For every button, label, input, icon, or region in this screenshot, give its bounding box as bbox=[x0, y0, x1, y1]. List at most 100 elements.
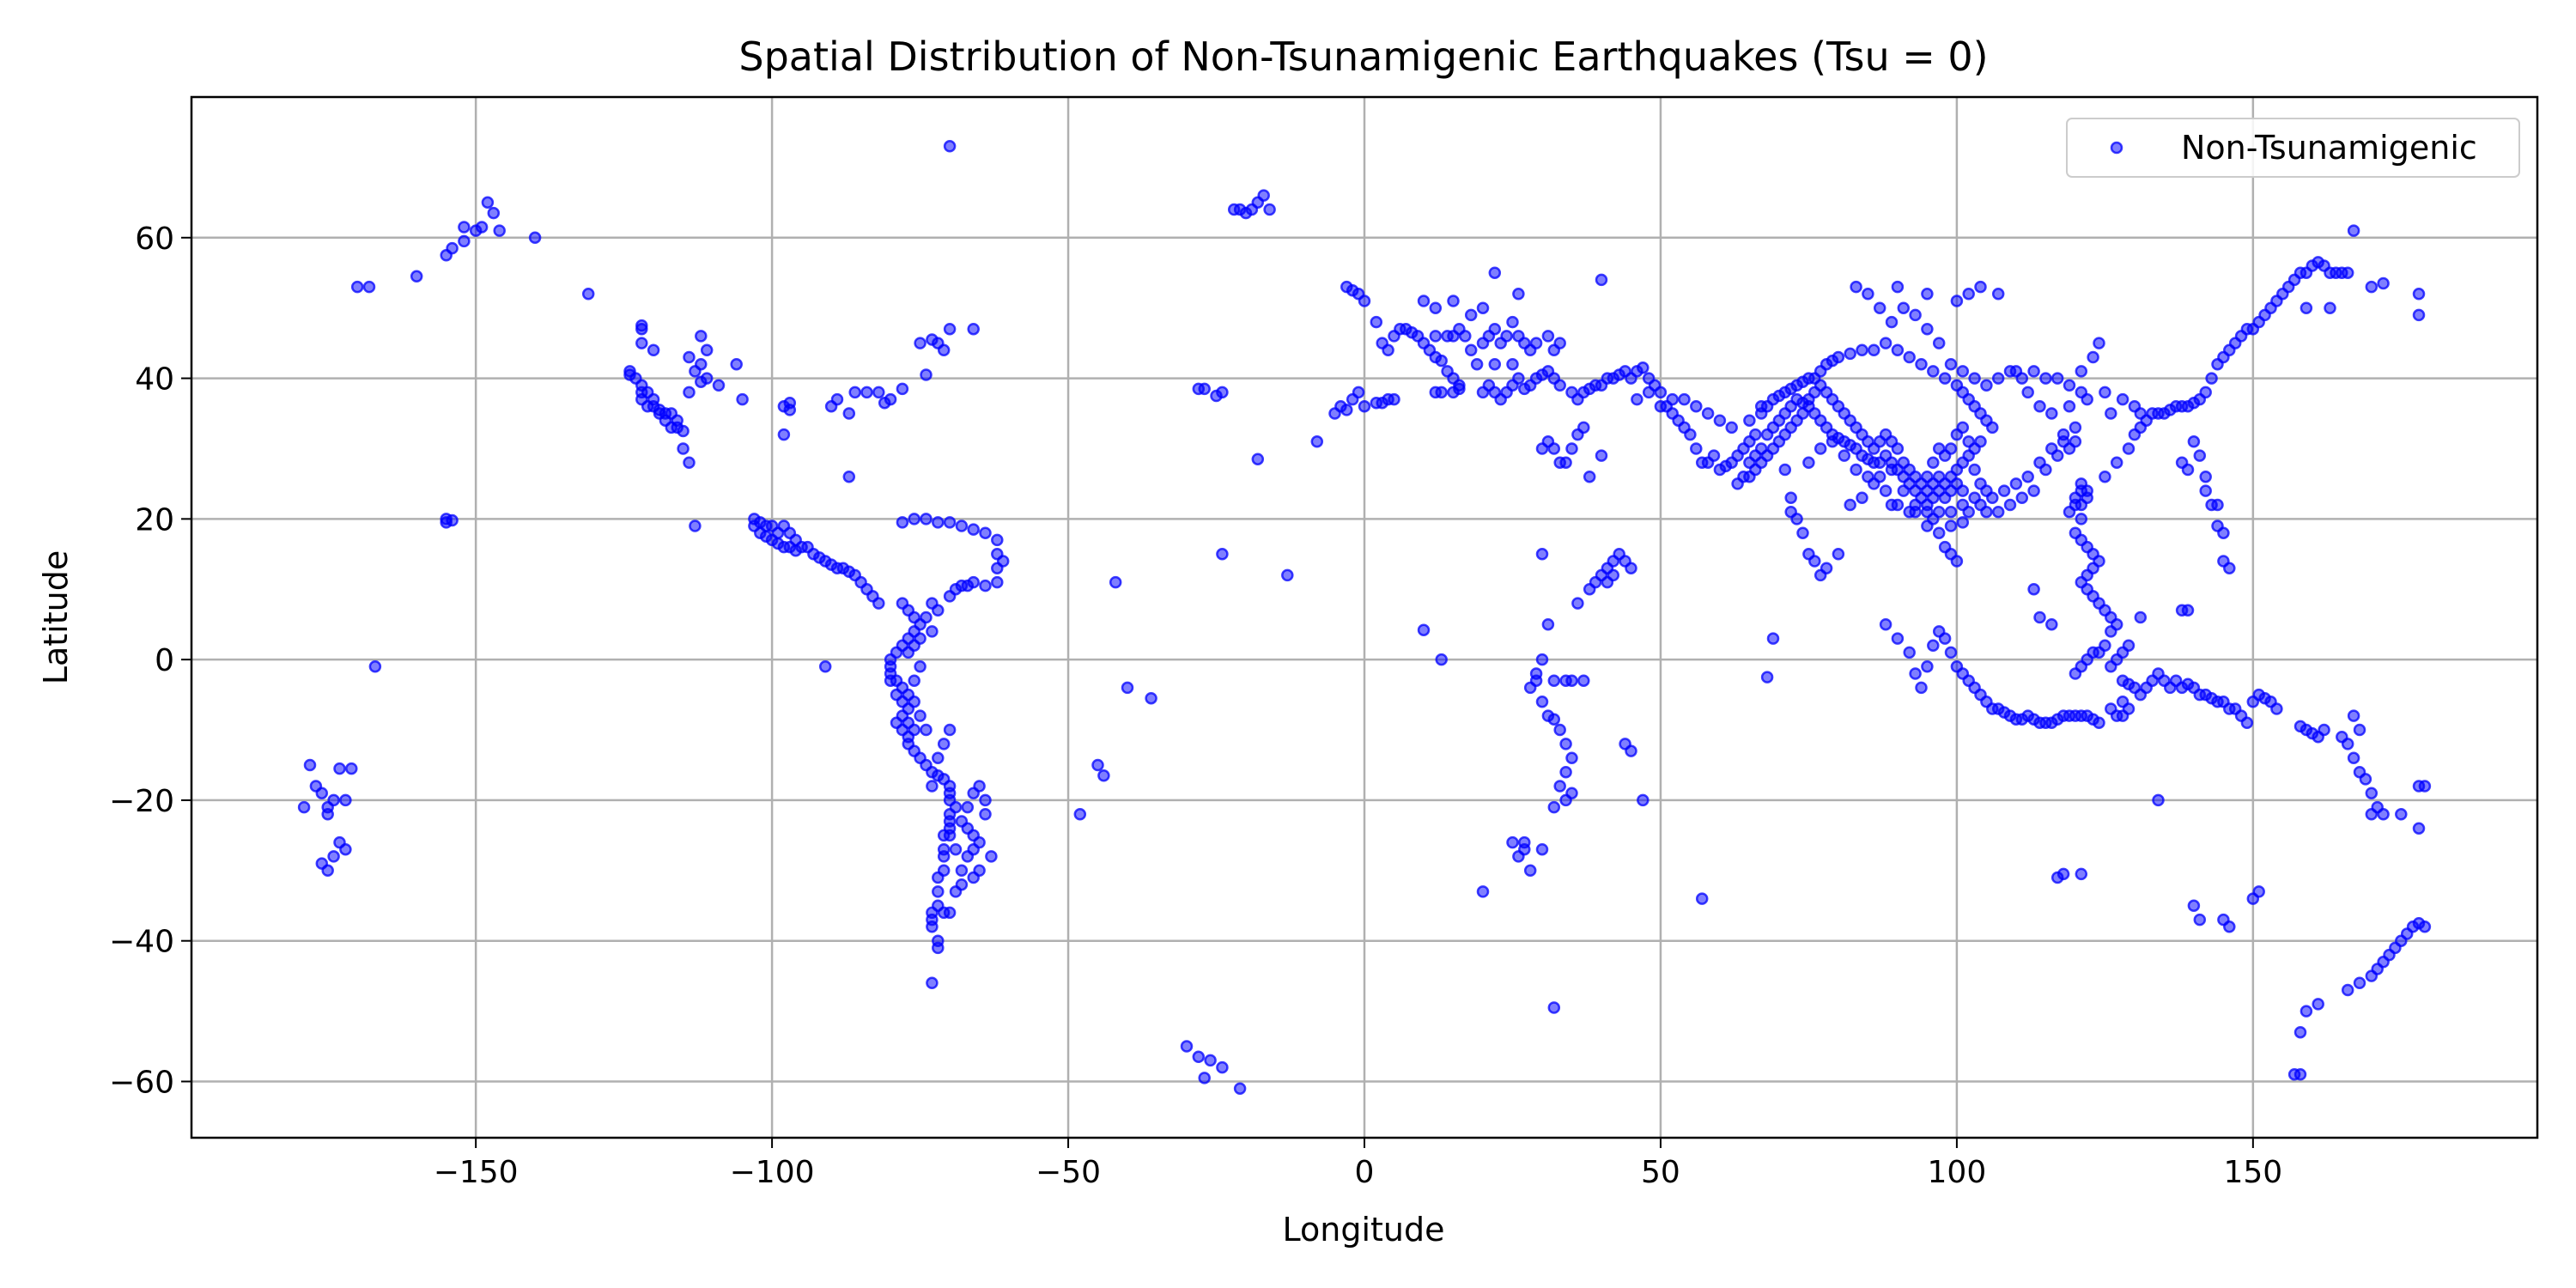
data-point bbox=[647, 392, 660, 406]
data-point bbox=[748, 513, 761, 526]
data-point bbox=[1523, 864, 1537, 878]
data-point bbox=[1695, 892, 1709, 905]
data-point bbox=[2318, 723, 2330, 737]
data-point bbox=[1441, 330, 1454, 343]
data-point bbox=[2341, 738, 2354, 750]
data-point bbox=[1340, 404, 1353, 416]
data-point bbox=[2341, 266, 2354, 279]
data-point bbox=[1559, 765, 1572, 779]
data-point bbox=[932, 871, 945, 884]
data-point bbox=[1198, 1072, 1211, 1084]
data-point bbox=[1814, 442, 1827, 455]
data-point bbox=[2418, 920, 2432, 933]
data-point bbox=[327, 793, 340, 807]
data-point bbox=[783, 396, 797, 410]
data-point bbox=[2359, 773, 2372, 786]
data-point bbox=[1713, 414, 1727, 427]
data-point bbox=[1915, 357, 1928, 371]
data-point bbox=[1429, 330, 1443, 343]
data-point bbox=[2152, 793, 2165, 807]
data-point bbox=[2087, 350, 2099, 364]
data-point bbox=[932, 516, 945, 529]
data-point bbox=[1595, 449, 1608, 462]
data-point bbox=[2300, 301, 2313, 314]
data-point bbox=[2324, 301, 2336, 314]
data-point bbox=[1233, 1082, 1247, 1095]
data-point bbox=[1921, 660, 1934, 673]
data-point bbox=[1488, 266, 1502, 279]
data-point bbox=[2347, 224, 2360, 237]
data-point bbox=[2039, 372, 2052, 385]
data-point bbox=[1826, 435, 1839, 448]
data-point bbox=[1553, 337, 1566, 349]
data-point bbox=[943, 723, 957, 737]
data-point bbox=[2110, 456, 2123, 470]
data-point bbox=[1897, 456, 1911, 470]
data-point bbox=[1944, 519, 1958, 532]
data-point bbox=[2093, 337, 2105, 349]
data-point bbox=[1802, 392, 1815, 406]
data-point bbox=[2181, 604, 2195, 617]
data-point bbox=[908, 513, 920, 526]
data-point bbox=[1506, 315, 1519, 329]
data-point bbox=[1109, 575, 1122, 589]
x-tick-label: 50 bbox=[1641, 1155, 1680, 1190]
data-point bbox=[2412, 288, 2426, 301]
data-point bbox=[2347, 751, 2360, 765]
data-point bbox=[327, 850, 340, 863]
legend: Non-Tsunamigenic bbox=[2066, 118, 2520, 178]
data-point bbox=[1879, 337, 1893, 349]
data-point bbox=[1429, 301, 1443, 314]
data-point bbox=[908, 723, 920, 737]
data-point bbox=[362, 280, 376, 294]
data-point bbox=[2134, 611, 2148, 624]
data-point bbox=[1595, 273, 1608, 287]
data-point bbox=[1506, 835, 1519, 849]
data-point bbox=[1453, 382, 1466, 396]
data-point bbox=[1500, 330, 1513, 343]
data-point bbox=[2240, 716, 2254, 730]
data-point bbox=[1862, 288, 1874, 301]
data-point bbox=[2293, 1025, 2307, 1039]
data-point bbox=[683, 386, 696, 399]
data-point bbox=[2365, 787, 2379, 799]
data-point bbox=[2365, 808, 2379, 821]
data-point bbox=[932, 885, 945, 898]
data-point bbox=[2027, 365, 2040, 378]
data-point bbox=[1518, 835, 1531, 849]
data-point bbox=[677, 442, 690, 455]
data-point bbox=[2353, 976, 2366, 990]
data-point bbox=[2039, 463, 2052, 477]
x-axis-label: Longitude bbox=[1283, 1211, 1445, 1249]
data-point bbox=[2199, 386, 2212, 399]
data-point bbox=[2187, 435, 2201, 448]
data-point bbox=[700, 343, 714, 357]
y-tick-label: 0 bbox=[155, 643, 174, 678]
data-point bbox=[2027, 484, 2040, 497]
data-point bbox=[926, 976, 939, 990]
data-point bbox=[973, 780, 986, 793]
data-point bbox=[949, 842, 963, 856]
data-point bbox=[1743, 414, 1756, 427]
data-point bbox=[1927, 639, 1940, 653]
data-point bbox=[1909, 505, 1922, 519]
data-point bbox=[1909, 308, 1922, 322]
data-point bbox=[961, 800, 975, 814]
data-point bbox=[1903, 350, 1916, 364]
data-point bbox=[1559, 456, 1572, 470]
data-point bbox=[736, 392, 749, 406]
data-point bbox=[1625, 744, 1637, 757]
data-point bbox=[991, 575, 1004, 589]
data-point bbox=[333, 762, 346, 775]
data-point bbox=[926, 920, 939, 933]
data-point bbox=[1535, 653, 1549, 666]
data-point bbox=[1388, 392, 1400, 406]
data-point bbox=[730, 357, 743, 371]
data-point bbox=[1760, 428, 1774, 441]
data-point bbox=[1932, 505, 1946, 519]
data-point bbox=[1980, 379, 1993, 392]
data-point bbox=[2075, 365, 2088, 378]
data-point bbox=[1447, 295, 1460, 307]
data-point bbox=[1891, 498, 1905, 512]
data-point bbox=[2187, 899, 2201, 913]
